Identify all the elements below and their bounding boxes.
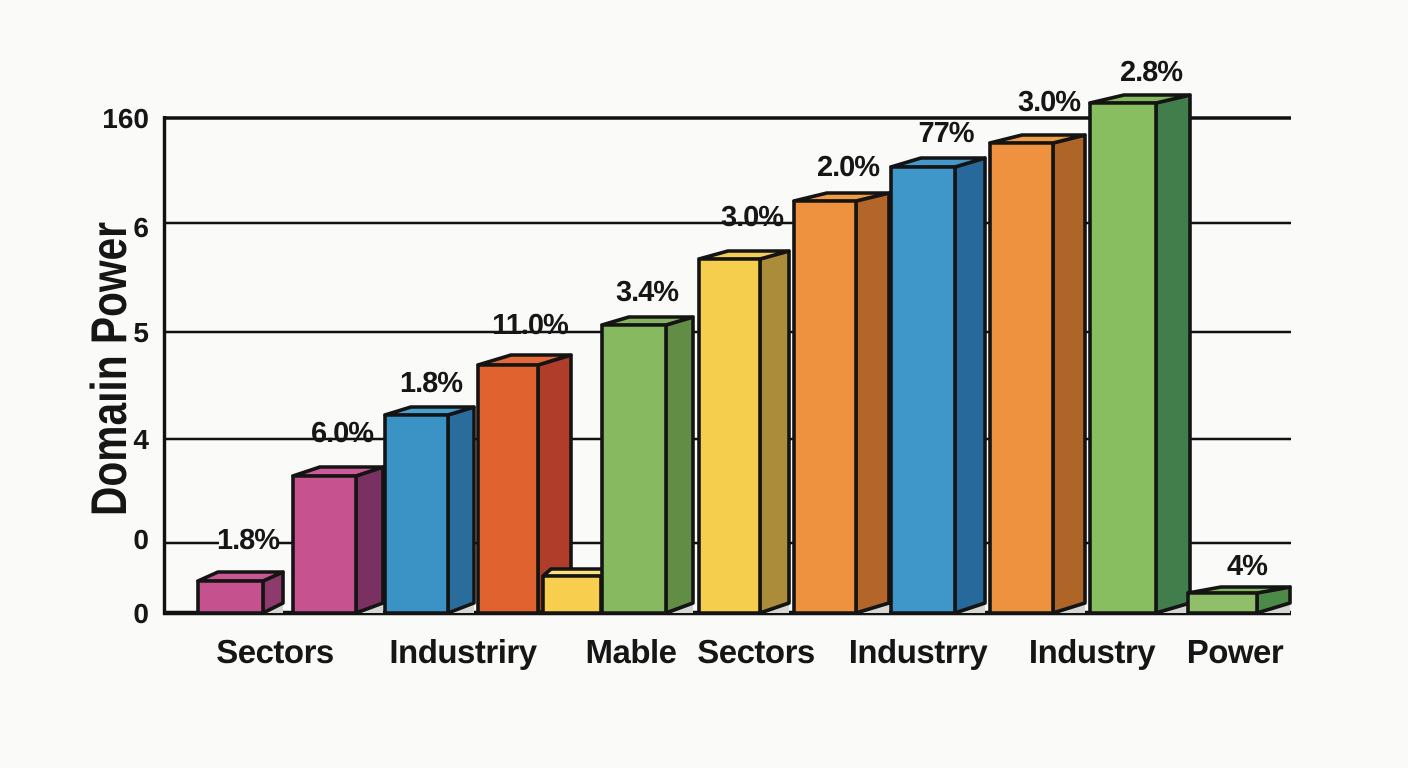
svg-text:77%: 77% (918, 117, 974, 149)
svg-text:3.0%: 3.0% (1018, 86, 1081, 118)
svg-text:3.4%: 3.4% (616, 276, 679, 308)
svg-text:Sectors: Sectors (697, 633, 815, 670)
svg-text:0: 0 (133, 524, 149, 555)
svg-text:3.0%: 3.0% (721, 201, 784, 233)
svg-text:2.8%: 2.8% (1120, 56, 1183, 88)
svg-text:160: 160 (102, 103, 149, 134)
svg-text:1.8%: 1.8% (217, 524, 280, 556)
svg-text:2.0%: 2.0% (817, 151, 880, 183)
svg-text:1.8%: 1.8% (400, 367, 463, 399)
svg-text:Power: Power (1187, 633, 1284, 670)
svg-text:Domaıin Power: Domaıin Power (81, 222, 137, 516)
svg-text:Mable: Mable (585, 633, 676, 670)
svg-text:5: 5 (133, 317, 149, 348)
svg-text:6: 6 (133, 212, 149, 243)
svg-text:Industriry: Industriry (389, 633, 537, 670)
svg-text:0: 0 (133, 598, 149, 629)
svg-text:Industrry: Industrry (849, 633, 989, 670)
svg-text:Industry: Industry (1029, 633, 1156, 670)
svg-text:Sectors: Sectors (216, 633, 334, 670)
svg-text:6.0%: 6.0% (311, 417, 374, 449)
svg-text:4%: 4% (1227, 550, 1268, 582)
svg-text:11.0%: 11.0% (492, 309, 569, 341)
svg-text:4: 4 (133, 424, 149, 455)
